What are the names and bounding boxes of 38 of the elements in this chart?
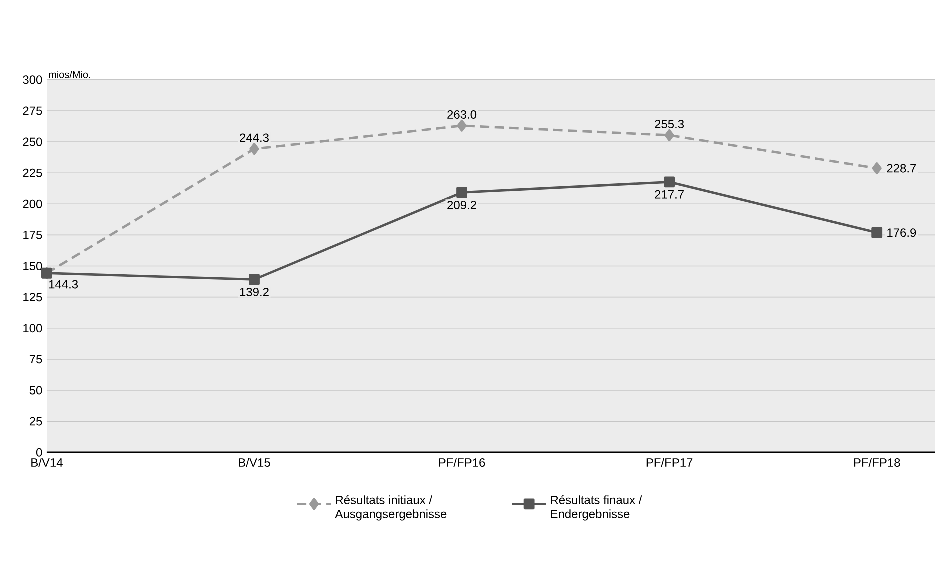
y-tick-label: 275	[23, 106, 42, 116]
point	[456, 188, 468, 198]
legend-label: Résultats initiaux / Ausgangsergebnisse	[335, 496, 447, 522]
data-label: 255.3	[655, 120, 684, 129]
y-tick-label: 225	[23, 169, 42, 178]
y-tick-label: 0	[36, 448, 42, 458]
x-tick-label: PF/FP17	[646, 458, 693, 468]
legend-label: Résultats finaux / Endergebnisse	[551, 496, 642, 522]
y-tick-label: 200	[23, 200, 42, 209]
y-tick-label: 300	[23, 76, 42, 84]
y-tick-label: 75	[30, 356, 42, 364]
point	[664, 130, 674, 142]
data-label: 244.3	[240, 134, 269, 142]
y-tick-label: 50	[30, 386, 42, 395]
x-tick-label: PF/FP18	[854, 458, 900, 468]
data-label: 228.7	[887, 164, 916, 174]
y-tick-label: 250	[23, 138, 42, 147]
x-tick-label: B/V15	[239, 458, 270, 468]
y-axis-title: mios/Mio.	[49, 71, 90, 79]
data-label: 139.2	[240, 288, 269, 297]
point	[249, 274, 260, 286]
y-tick-label: 125	[24, 293, 42, 302]
data-label: 176.9	[888, 228, 916, 238]
y-tick-label: 175	[24, 231, 42, 240]
point	[664, 176, 676, 188]
data-label: 209.2	[448, 201, 476, 210]
x-tick-label: PF/FP16	[439, 458, 486, 468]
data-label: 144.3	[49, 280, 78, 290]
data-label: 263.0	[448, 110, 477, 120]
y-tick-label: 100	[24, 324, 42, 333]
x-tick-label: B/V14	[32, 458, 63, 468]
point	[872, 162, 882, 175]
y-tick-label: 150	[24, 262, 42, 271]
point	[457, 120, 467, 132]
point	[250, 143, 260, 156]
y-tick-label: 25	[30, 418, 42, 426]
data-label: 217.7	[655, 190, 684, 200]
point	[872, 228, 883, 239]
